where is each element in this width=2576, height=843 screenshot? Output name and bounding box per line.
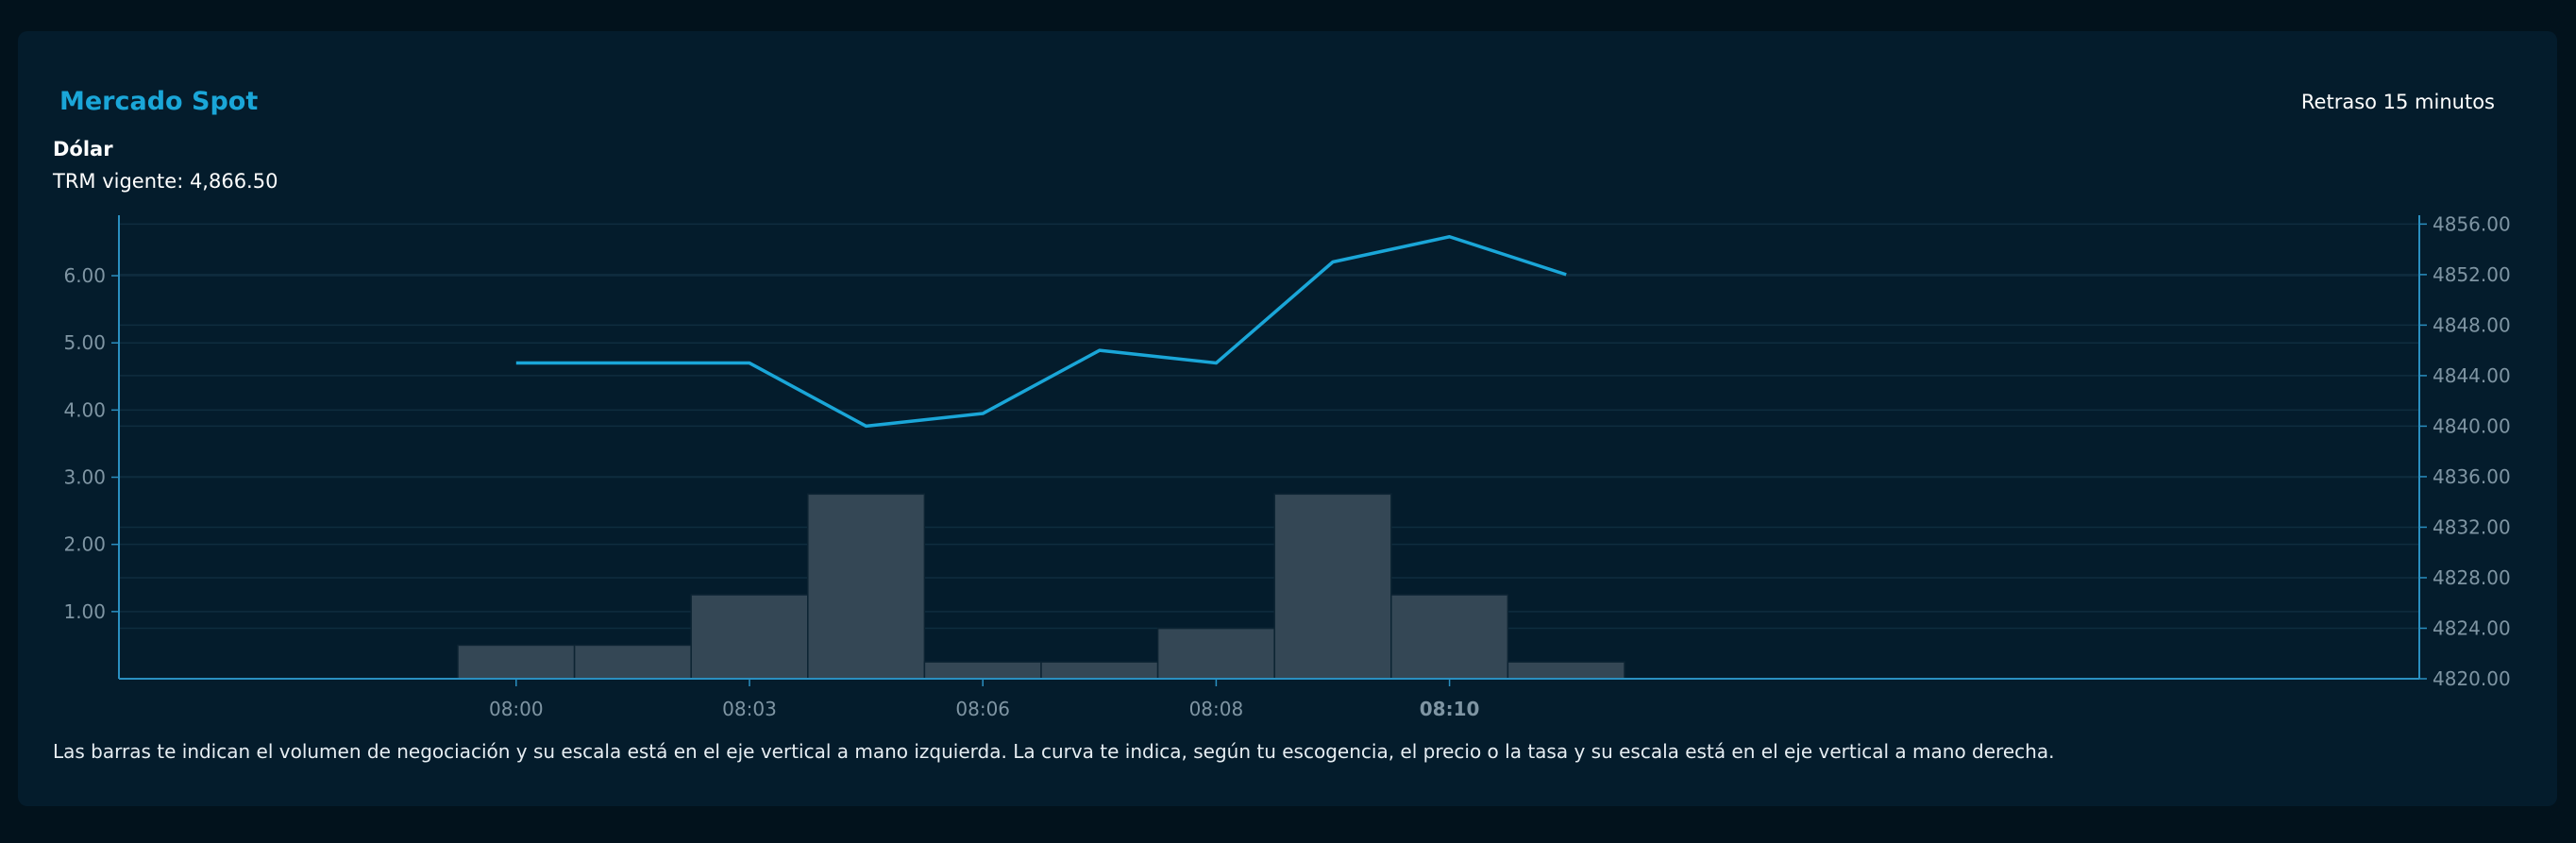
x-axis-label: 08:08	[1189, 698, 1244, 720]
volume-bar	[573, 644, 692, 680]
volume-bar	[1273, 493, 1392, 680]
volume-bar	[457, 644, 576, 680]
volume-bar	[1507, 661, 1625, 680]
volume-bar	[1156, 627, 1275, 680]
right-axis-label: 4824.00	[2433, 616, 2511, 639]
left-axis-label: 1.00	[63, 600, 106, 623]
currency-label: Dólar	[53, 138, 113, 160]
left-axis-label: 4.00	[63, 398, 106, 421]
x-axis-label: 08:03	[722, 698, 777, 720]
left-axis-label: 5.00	[63, 331, 106, 354]
volume-bar	[923, 661, 1042, 680]
trm-value: TRM vigente: 4,866.50	[53, 170, 278, 193]
x-axis-label: 08:00	[489, 698, 544, 720]
x-axis-label: 08:06	[955, 698, 1010, 720]
volume-bar	[690, 594, 809, 680]
left-axis-label: 6.00	[63, 264, 106, 287]
page-title: Mercado Spot	[59, 87, 259, 116]
volume-bar	[1390, 594, 1509, 680]
right-axis-label: 4840.00	[2433, 414, 2511, 437]
left-axis-label: 3.00	[63, 466, 106, 489]
right-axis-label: 4836.00	[2433, 465, 2511, 488]
right-axis-label: 4820.00	[2433, 667, 2511, 690]
delay-notice: Retraso 15 minutos	[2300, 91, 2495, 113]
right-axis-label: 4848.00	[2433, 313, 2511, 336]
right-axis-label: 4832.00	[2433, 515, 2511, 538]
volume-bar	[807, 493, 926, 680]
right-axis-label: 4828.00	[2433, 566, 2511, 589]
right-axis-label: 4856.00	[2433, 212, 2511, 235]
right-axis-label: 4844.00	[2433, 364, 2511, 387]
left-axis-label: 2.00	[63, 533, 106, 556]
price-line	[515, 234, 1567, 429]
chart-explanation: Las barras te indican el volumen de nego…	[53, 740, 2055, 763]
right-axis-label: 4852.00	[2433, 263, 2511, 286]
x-axis-label: 08:10	[1420, 698, 1480, 720]
volume-bar	[1040, 661, 1159, 680]
